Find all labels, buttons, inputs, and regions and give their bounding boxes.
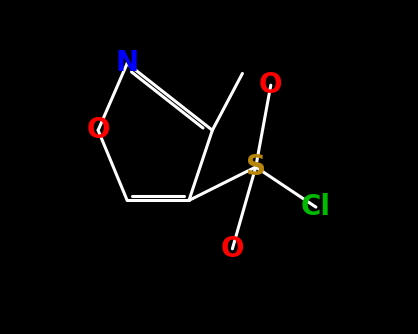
Text: O: O (259, 71, 283, 99)
Text: O: O (87, 116, 110, 144)
Text: S: S (246, 153, 266, 181)
Text: Cl: Cl (301, 193, 331, 221)
Text: N: N (116, 49, 139, 77)
Text: O: O (221, 235, 244, 263)
